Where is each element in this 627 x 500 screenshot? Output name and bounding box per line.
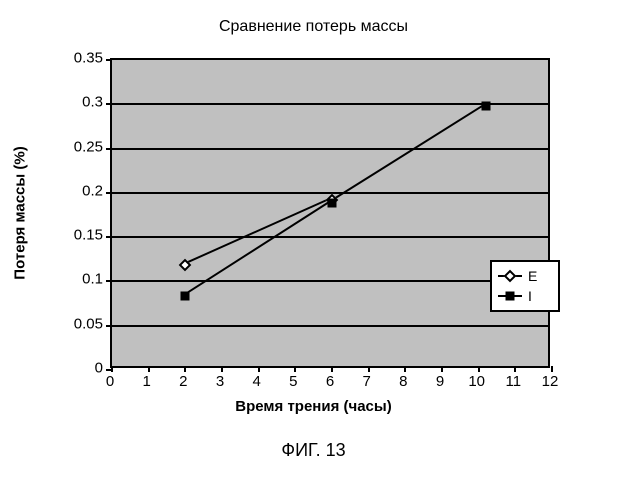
xtick-mark	[551, 366, 553, 372]
xtick-mark	[404, 366, 406, 372]
xtick-mark	[221, 366, 223, 372]
ytick-label: 0.2	[43, 182, 103, 199]
ytick-mark	[106, 103, 112, 105]
square-icon	[506, 292, 515, 301]
ytick-mark	[106, 325, 112, 327]
figure-container: Сравнение потерь массы Потеря массы (%) …	[0, 0, 627, 500]
legend-line-E	[498, 275, 522, 277]
ytick-label: 0	[43, 360, 103, 377]
xtick-label: 10	[462, 373, 492, 390]
xtick-mark	[331, 366, 333, 372]
grid-line	[112, 325, 550, 327]
square-icon	[482, 102, 491, 111]
xtick-label: 4	[242, 373, 272, 390]
xtick-label: 7	[352, 373, 382, 390]
ytick-label: 0.35	[43, 50, 103, 67]
xtick-mark	[368, 366, 370, 372]
plot-right-border	[548, 58, 550, 368]
series-line-E	[186, 198, 331, 263]
xtick-mark	[441, 366, 443, 372]
ytick-label: 0.05	[43, 315, 103, 332]
xtick-mark	[514, 366, 516, 372]
diamond-icon	[504, 270, 517, 283]
xtick-label: 9	[425, 373, 455, 390]
xtick-label: 6	[315, 373, 345, 390]
ytick-mark	[106, 236, 112, 238]
figure-caption: ФИГ. 13	[0, 440, 627, 461]
xtick-mark	[111, 366, 113, 372]
grid-line	[112, 148, 550, 150]
ytick-label: 0.25	[43, 138, 103, 155]
ytick-mark	[106, 192, 112, 194]
ytick-label: 0.3	[43, 94, 103, 111]
xtick-label: 1	[132, 373, 162, 390]
xtick-label: 8	[388, 373, 418, 390]
xtick-mark	[294, 366, 296, 372]
legend-item-E: E	[498, 266, 552, 286]
xtick-mark	[148, 366, 150, 372]
grid-line	[112, 236, 550, 238]
legend-label-E: E	[528, 268, 537, 284]
ytick-label: 0.15	[43, 227, 103, 244]
legend-line-I	[498, 295, 522, 297]
plot-area	[110, 58, 550, 368]
chart-title: Сравнение потерь массы	[0, 18, 627, 36]
grid-line	[112, 280, 550, 282]
xtick-label: 2	[168, 373, 198, 390]
xtick-label: 3	[205, 373, 235, 390]
xtick-label: 11	[498, 373, 528, 390]
legend-item-I: I	[498, 286, 552, 306]
y-axis-label: Потеря массы (%)	[12, 146, 29, 279]
ytick-mark	[106, 280, 112, 282]
xtick-mark	[258, 366, 260, 372]
square-icon	[181, 292, 190, 301]
ytick-label: 0.1	[43, 271, 103, 288]
ytick-mark	[106, 59, 112, 61]
x-axis-label: Время трения (часы)	[0, 398, 627, 415]
xtick-mark	[184, 366, 186, 372]
xtick-label: 12	[535, 373, 565, 390]
legend-box: E I	[490, 260, 560, 312]
xtick-mark	[478, 366, 480, 372]
ytick-mark	[106, 148, 112, 150]
xtick-label: 0	[95, 373, 125, 390]
square-icon	[328, 198, 337, 207]
legend-label-I: I	[528, 288, 532, 304]
xtick-label: 5	[278, 373, 308, 390]
